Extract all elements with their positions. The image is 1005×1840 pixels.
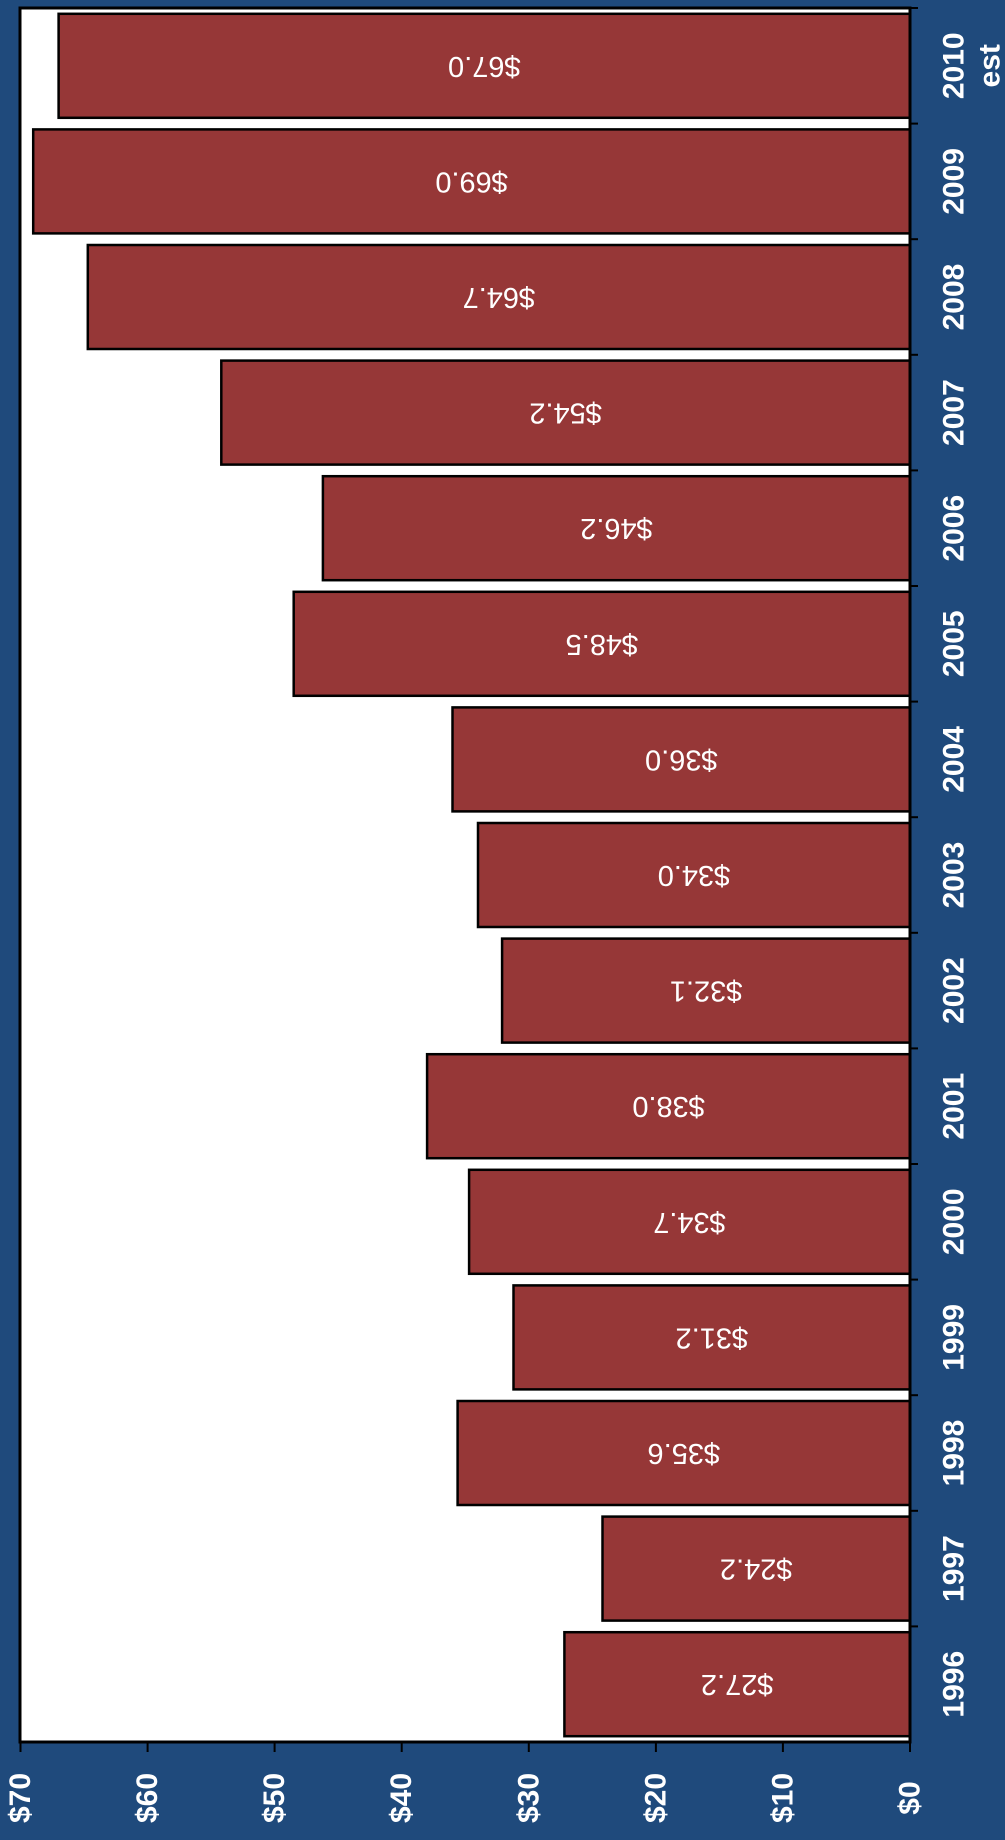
bar-2005 (292, 590, 912, 698)
data-label-2009: $69.0 (435, 165, 508, 197)
bar-2002 (500, 937, 912, 1044)
value-tick-label-0: $0 (894, 1781, 927, 1814)
bar-2000 (467, 1168, 912, 1276)
value-tick-label-70: $70 (4, 1773, 37, 1823)
bar-1998 (456, 1399, 912, 1507)
data-label-1999: $31.2 (676, 1321, 749, 1353)
category-label-2000: 2000 (938, 1188, 971, 1255)
value-tick-label-40: $40 (385, 1773, 418, 1823)
value-tick-label-10: $10 (766, 1773, 799, 1823)
labels-group: $27.2 1996 $24.2 1997 $35.6 1998 $31.2 1999 $34.… (4, 32, 1005, 1823)
data-label-2008: $64.7 (463, 281, 536, 313)
data-label-2004: $36.0 (645, 743, 718, 775)
data-label-1997: $24.2 (720, 1553, 793, 1585)
bars-group (31, 12, 912, 1738)
category-label-2008: 2008 (938, 264, 971, 331)
category-label-2004: 2004 (938, 726, 971, 793)
category-label-2003: 2003 (938, 842, 971, 909)
ticks-group (19, 7, 918, 1752)
category-label-2007: 2007 (938, 379, 971, 446)
data-label-2005: $48.5 (566, 628, 639, 660)
value-tick-label-50: $50 (258, 1773, 291, 1823)
category-label-1997: 1997 (938, 1535, 971, 1602)
bar-2007 (220, 359, 912, 466)
bar-2003 (476, 821, 912, 929)
category-label-1999: 1999 (938, 1304, 971, 1371)
bar-2001 (425, 1052, 912, 1160)
category-label-1998: 1998 (938, 1420, 971, 1487)
value-tick-label-30: $30 (512, 1773, 545, 1823)
value-tick-label-20: $20 (639, 1773, 672, 1823)
bar-2004 (451, 706, 912, 813)
data-label-1998: $35.6 (648, 1437, 721, 1469)
bar-1996 (563, 1630, 912, 1738)
data-label-2006: $46.2 (580, 512, 653, 544)
data-label-2007: $54.2 (529, 397, 602, 429)
bar-2009 (31, 128, 912, 235)
bar-1999 (512, 1284, 912, 1391)
bar-2010 (57, 12, 912, 120)
data-label-1996: $27.2 (701, 1668, 774, 1700)
category-sublabel-2010: est (974, 44, 1005, 87)
bar-2006 (321, 474, 912, 582)
category-label-2006: 2006 (938, 495, 971, 562)
category-label-1996: 1996 (938, 1651, 971, 1718)
category-label-2005: 2005 (938, 610, 971, 677)
data-label-2000: $34.7 (653, 1206, 726, 1238)
bar-2008 (86, 243, 912, 351)
category-label-2002: 2002 (938, 957, 971, 1024)
data-label-2002: $32.1 (670, 975, 743, 1007)
data-label-2001: $38.0 (632, 1090, 705, 1122)
data-label-2003: $34.0 (658, 859, 731, 891)
data-label-2010: $67.0 (448, 50, 521, 82)
value-tick-label-60: $60 (131, 1773, 164, 1823)
category-label-2009: 2009 (938, 148, 971, 215)
bar-1997 (601, 1515, 912, 1622)
category-label-2010: 2010 (938, 32, 971, 99)
category-label-2001: 2001 (938, 1073, 971, 1140)
